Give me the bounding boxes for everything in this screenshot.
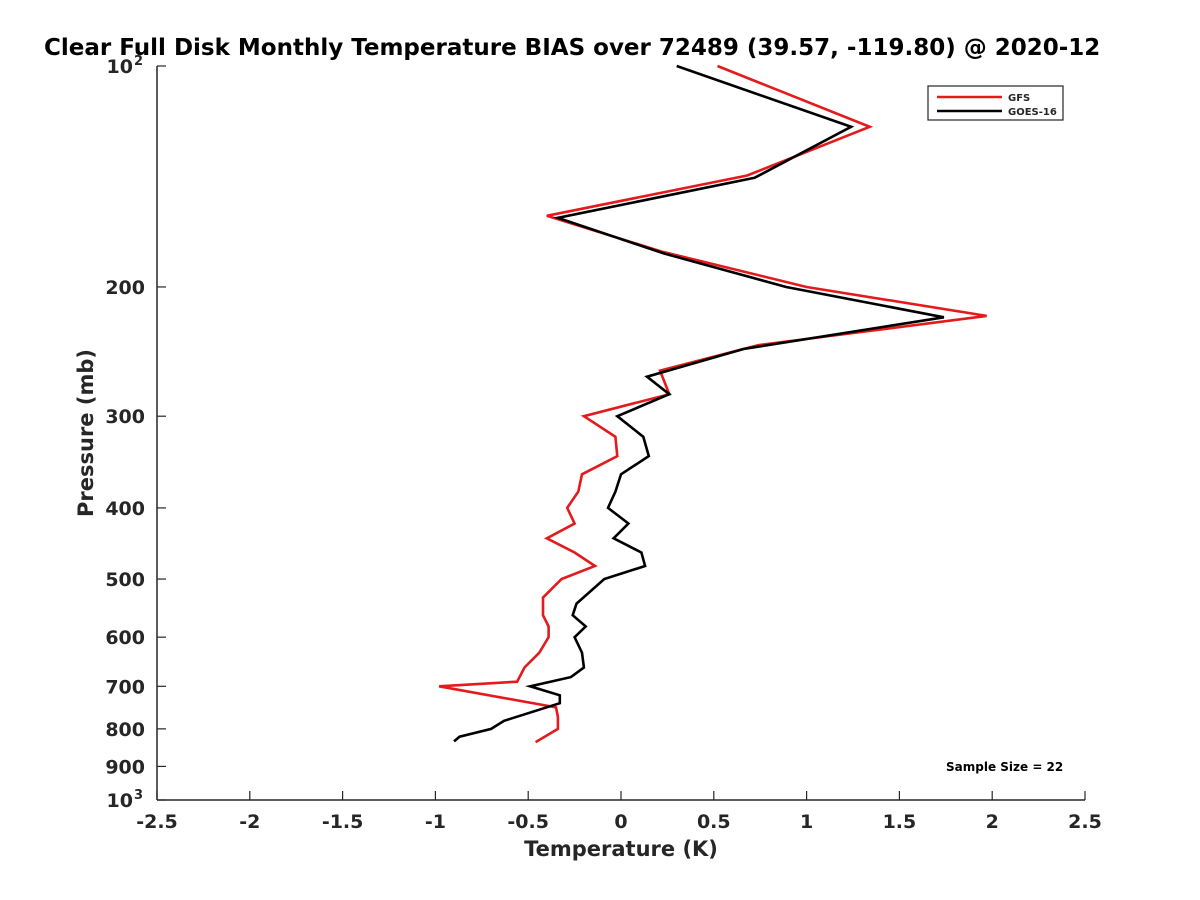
y-tick-label: 900 — [105, 756, 145, 778]
x-tick-label: -2 — [239, 811, 260, 833]
y-tick-label-base: 10 — [107, 56, 133, 78]
x-tick-label: 1.5 — [883, 811, 917, 833]
x-tick-label: -1 — [425, 811, 446, 833]
legend: GFS GOES-16 — [927, 85, 1064, 121]
x-tick-label: 2 — [986, 811, 999, 833]
series-line-gfs — [438, 64, 987, 744]
x-tick-label: -2.5 — [136, 811, 178, 833]
x-tick-label: -1.5 — [322, 811, 364, 833]
chart-title: Clear Full Disk Monthly Temperature BIAS… — [44, 35, 1100, 61]
sample-size-annotation: Sample Size = 22 — [946, 760, 1063, 774]
series-line-goes-16 — [453, 64, 945, 743]
y-tick-label: 600 — [105, 627, 145, 649]
y-tick-label: 400 — [105, 498, 145, 520]
x-tick-label: 1 — [800, 811, 813, 833]
x-tick-label: -0.5 — [507, 811, 549, 833]
y-tick-label: 200 — [105, 277, 145, 299]
y-tick-label-exponent: 3 — [134, 788, 143, 803]
plot-area: -2.5 -2 -1.5 -1 -0.5 0 0.5 1 1.5 2 2.510 2200300400… — [105, 54, 1102, 833]
legend-label-gfs: GFS — [1008, 93, 1030, 104]
y-axis-label: Pressure (mb) — [74, 349, 98, 517]
x-tick-label: 0 — [614, 811, 627, 833]
legend-box — [927, 85, 1064, 121]
y-tick-label: 700 — [105, 676, 145, 698]
legend-label-goes-16: GOES-16 — [1008, 107, 1057, 118]
x-axis-label: Temperature (K) — [524, 837, 718, 861]
y-tick-label: 300 — [105, 406, 145, 428]
y-tick-label: 500 — [105, 569, 145, 591]
y-tick-label: 800 — [105, 719, 145, 741]
y-tick-label-exponent: 2 — [134, 54, 143, 69]
x-tick-label: 0.5 — [697, 811, 731, 833]
x-tick-label: 2.5 — [1068, 811, 1102, 833]
y-tick-label-base: 10 — [107, 790, 133, 812]
